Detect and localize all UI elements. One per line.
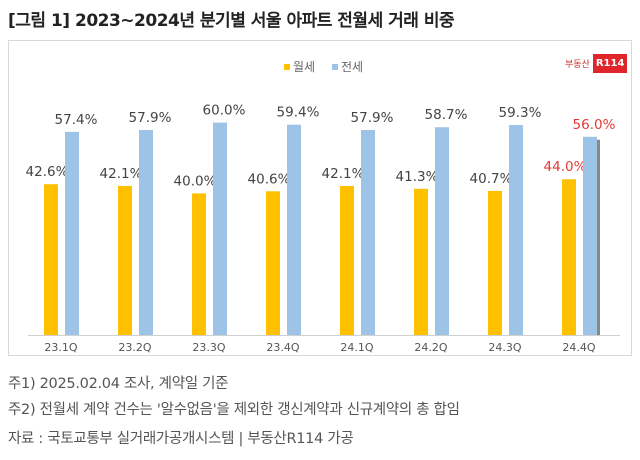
source-note: 자료 : 국토교통부 실거래가공개시스템 | 부동산R114 가공 [8,431,354,447]
data-label: 40.6% [248,171,291,187]
x-tick-label: 23.1Q [44,341,77,354]
data-label: 42.1% [100,166,143,182]
bar-월세-23.1Q [44,184,58,335]
data-label: 57.9% [351,110,394,126]
data-label: 40.0% [174,173,217,189]
x-tick-label: 23.3Q [192,341,225,354]
note-1: 주1) 2025.02.04 조사, 계약일 기준 [8,376,229,392]
legend-label: 월세 [293,60,315,74]
figure-title: [그림 1] 2023~2024년 분기별 서울 아파트 전월세 거래 비중 [8,11,455,31]
data-label: 60.0% [203,103,246,119]
legend-label: 전세 [341,60,363,74]
bar-전세-24.3Q [509,125,523,335]
bar-월세-24.3Q [488,190,502,335]
data-label: 59.3% [499,105,542,121]
bar-전세-24.1Q [361,130,375,335]
bar-월세-24.1Q [340,185,354,335]
x-tick-label: 23.4Q [266,341,299,354]
bar-전세-23.3Q [213,122,227,335]
bar-전세-23.2Q [139,130,153,335]
r114-logo: 부동산 R114 [565,54,628,73]
bar-전세-23.4Q [287,124,301,335]
data-label: 41.3% [396,169,439,185]
bar-월세-24.4Q [562,179,576,335]
x-tick-label: 23.2Q [118,341,151,354]
chart-frame [8,40,632,356]
x-tick-label: 24.4Q [562,341,595,354]
data-label: 57.4% [55,112,98,128]
data-label: 57.9% [129,110,172,126]
logo-badge: R114 [592,54,628,73]
data-label: 42.1% [322,166,365,182]
x-tick-label: 24.1Q [340,341,373,354]
bar-chart: 월세 전세 42.6% 57.4% 23.1Q 42.1% 57.9% 23.2Q 40.0% 6… [26,60,620,354]
data-label: 58.7% [425,107,468,123]
data-label: 59.4% [277,105,320,121]
bar-전세-24.2Q [435,127,449,336]
x-tick-label: 24.2Q [414,341,447,354]
x-tick-label: 24.3Q [488,341,521,354]
logo-text: 부동산 [565,60,590,70]
data-label: 56.0% [573,117,616,133]
legend-swatch [284,64,290,70]
data-label: 42.6% [26,164,69,180]
bar-shadow [597,139,600,335]
bar-월세-23.2Q [118,185,132,335]
data-label: 40.7% [470,171,513,187]
bar-전세-23.1Q [65,131,79,335]
note-2: 주2) 전월세 계약 건수는 '알수없음'을 제외한 갱신계약과 신규계약의 총… [8,402,460,418]
legend-swatch [332,64,338,70]
bar-전세-24.4Q [583,136,597,335]
bar-월세-23.4Q [266,191,280,335]
bar-월세-23.3Q [192,193,206,335]
data-label: 44.0% [544,159,587,175]
bar-월세-24.2Q [414,188,428,335]
